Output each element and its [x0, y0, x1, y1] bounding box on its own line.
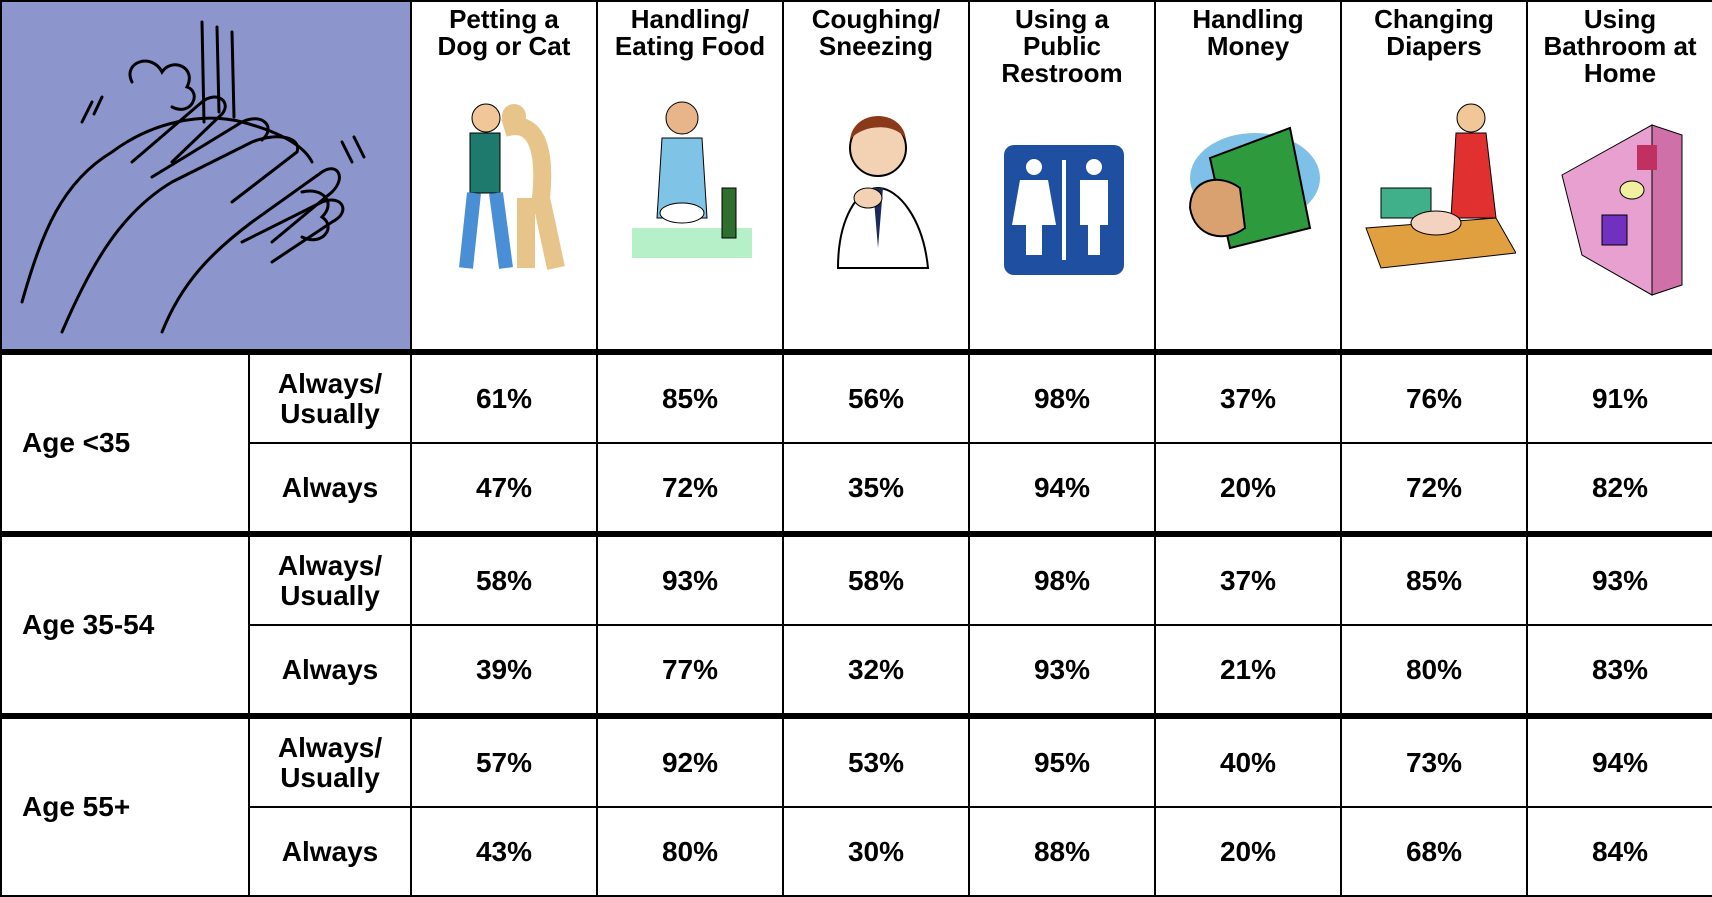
- percent-cell: 21%: [1154, 624, 1342, 717]
- column-title: Using Bathroom at Home: [1543, 4, 1697, 88]
- percent-cell: 92%: [596, 713, 784, 808]
- activity-icon: [1561, 124, 1683, 296]
- column-header: Petting a Dog or Cat: [410, 0, 598, 355]
- frequency-label: Always: [248, 806, 412, 897]
- column-title: Petting a Dog or Cat: [437, 4, 571, 61]
- percent-cell: 39%: [410, 624, 598, 717]
- percent-cell: 37%: [1154, 351, 1342, 444]
- percent-cell: 84%: [1526, 806, 1712, 897]
- percent-cell: 73%: [1340, 713, 1528, 808]
- percent-cell: 85%: [596, 351, 784, 444]
- data-row: Always 43% 80% 30% 88% 20% 68% 84%: [1, 806, 1712, 897]
- hands-illustration: [0, 0, 412, 355]
- column-header: Changing Diapers: [1340, 0, 1528, 355]
- activity-icon: [1188, 126, 1320, 250]
- column-title: Coughing/ Sneezing: [811, 4, 941, 61]
- activity-icon: [459, 103, 565, 270]
- percent-cell: 93%: [1526, 531, 1712, 626]
- percent-cell: 37%: [1154, 531, 1342, 626]
- activity-icon: [632, 101, 752, 258]
- percent-cell: 35%: [782, 442, 970, 535]
- percent-cell: 95%: [968, 713, 1156, 808]
- frequency-label: Always/ Usually: [248, 531, 412, 626]
- frequency-label: Always/ Usually: [248, 351, 412, 444]
- age-group: Age 55+: [0, 713, 250, 897]
- percent-cell: 57%: [410, 713, 598, 808]
- activity-icon: [836, 116, 930, 269]
- percent-cell: 80%: [596, 806, 784, 897]
- percent-cell: 72%: [596, 442, 784, 535]
- data-row: Age <35 Always/ Usually 61% 85% 56% 98% 37% 76%…: [0, 351, 1712, 535]
- percent-cell: 72%: [1340, 442, 1528, 535]
- percent-cell: 68%: [1340, 806, 1528, 897]
- column-title: Changing Diapers: [1374, 4, 1494, 61]
- column-header: Using Bathroom at Home: [1526, 0, 1712, 355]
- frequency-label: Always/ Usually: [248, 713, 412, 808]
- percent-cell: 91%: [1526, 351, 1712, 444]
- data-row: Age 55+ Always/ Usually 57% 92% 53% 95% 40% 73%…: [0, 713, 1712, 897]
- percent-cell: 77%: [596, 624, 784, 717]
- column-header: Using a Public Restroom: [968, 0, 1156, 355]
- percent-cell: 30%: [782, 806, 970, 897]
- age-group: Age <35: [0, 351, 250, 535]
- frequency-label: Always: [248, 442, 412, 535]
- data-row: Age 35-54 Always/ Usually 58% 93% 58% 98% 37% 8…: [0, 531, 1712, 717]
- percent-cell: 88%: [968, 806, 1156, 897]
- percent-cell: 94%: [968, 442, 1156, 535]
- hands-drawing: [20, 20, 366, 334]
- percent-cell: 20%: [1154, 806, 1342, 897]
- percent-cell: 32%: [782, 624, 970, 717]
- percent-cell: 85%: [1340, 531, 1528, 626]
- activity-icon: [1004, 145, 1124, 275]
- frequency-label: Always: [248, 624, 412, 717]
- column-title: Handling Money: [1192, 4, 1304, 61]
- percent-cell: 83%: [1526, 624, 1712, 717]
- percent-cell: 20%: [1154, 442, 1342, 535]
- column-header: Coughing/ Sneezing: [782, 0, 970, 355]
- age-group: Age 35-54: [0, 531, 250, 717]
- header-row: Petting a Dog or Cat Handling/ Eating Foo…: [0, 0, 1712, 355]
- percent-cell: 53%: [782, 713, 970, 808]
- percent-cell: 76%: [1340, 351, 1528, 444]
- percent-cell: 40%: [1154, 713, 1342, 808]
- percent-cell: 98%: [968, 351, 1156, 444]
- percent-cell: 56%: [782, 351, 970, 444]
- percent-cell: 47%: [410, 442, 598, 535]
- column-title: Handling/ Eating Food: [614, 4, 766, 61]
- percent-cell: 61%: [410, 351, 598, 444]
- percent-cell: 43%: [410, 806, 598, 897]
- percent-cell: 80%: [1340, 624, 1528, 717]
- percent-cell: 82%: [1526, 442, 1712, 535]
- percent-cell: 58%: [410, 531, 598, 626]
- column-title: Using a Public Restroom: [1001, 4, 1123, 88]
- column-header: Handling Money: [1154, 0, 1342, 355]
- column-header: Handling/ Eating Food: [596, 0, 784, 355]
- percent-cell: 98%: [968, 531, 1156, 626]
- data-row: Always 47% 72% 35% 94% 20% 72% 82%: [1, 442, 1712, 535]
- data-row: Always 39% 77% 32% 93% 21% 80% 83%: [1, 624, 1712, 717]
- percent-cell: 93%: [968, 624, 1156, 717]
- percent-cell: 94%: [1526, 713, 1712, 808]
- percent-cell: 93%: [596, 531, 784, 626]
- activity-icon: [1365, 103, 1516, 269]
- percent-cell: 58%: [782, 531, 970, 626]
